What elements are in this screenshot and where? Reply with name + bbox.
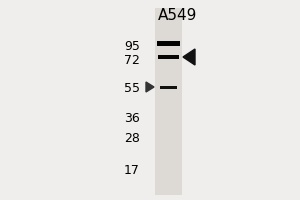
- Text: 95: 95: [124, 40, 140, 52]
- Text: 28: 28: [124, 132, 140, 144]
- Polygon shape: [183, 49, 195, 65]
- Text: 72: 72: [124, 53, 140, 66]
- Bar: [157, 40, 180, 46]
- Text: 36: 36: [124, 112, 140, 124]
- Text: 55: 55: [124, 82, 140, 95]
- Text: 17: 17: [124, 164, 140, 176]
- Bar: [160, 86, 177, 88]
- Polygon shape: [146, 82, 154, 92]
- Text: A549: A549: [158, 8, 198, 23]
- Bar: [155, 8, 182, 195]
- Bar: [158, 55, 179, 59]
